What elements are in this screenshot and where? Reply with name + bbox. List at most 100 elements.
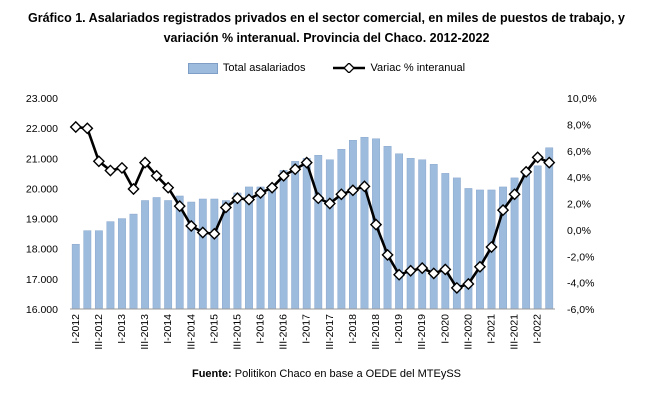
bar <box>118 218 126 310</box>
bar <box>429 164 438 310</box>
bar <box>71 243 80 310</box>
x-tick-label: III-2015 <box>231 314 243 350</box>
x-tick-label: I-2022 <box>532 314 544 344</box>
line-point <box>150 169 163 182</box>
x-tick-label: I-2014 <box>162 314 174 344</box>
bar <box>268 185 276 310</box>
y-left-tick-label: 19.000 <box>26 214 58 226</box>
line-point <box>266 181 279 194</box>
x-tick-label: III-2020 <box>462 314 474 350</box>
x-tick-label: III-2013 <box>139 314 151 350</box>
line-point <box>496 204 510 217</box>
y-left-tick-label: 21.000 <box>26 153 58 165</box>
line-point <box>127 182 140 196</box>
line-point <box>254 186 267 200</box>
x-tick-label: III-2019 <box>416 314 428 350</box>
bar <box>545 147 554 310</box>
bar <box>522 173 531 310</box>
x-tick-label: I-2012 <box>70 314 82 344</box>
chart-title: Gráfico 1. Asalariados registrados priva… <box>0 8 653 48</box>
line-point <box>358 180 371 193</box>
bar <box>418 159 427 310</box>
line-point <box>323 197 336 210</box>
bar <box>221 200 230 310</box>
line-point <box>104 164 117 177</box>
y-right-tick-label: -6,0% <box>567 304 594 316</box>
x-tick-label: I-2021 <box>485 314 497 344</box>
line-point <box>427 267 440 280</box>
line-point <box>138 156 152 169</box>
x-tick-label: I-2017 <box>301 314 313 344</box>
bar <box>187 201 196 310</box>
line-point <box>219 201 232 214</box>
x-tick-label: III-2016 <box>278 314 290 350</box>
line-point <box>393 268 406 281</box>
chart-title-line-1: Gráfico 1. Asalariados registrados priva… <box>28 11 625 25</box>
y-right-tick-label: -2,0% <box>567 251 594 263</box>
x-tick-label: III-2014 <box>185 314 197 350</box>
y-right-tick-label: -4,0% <box>567 278 594 290</box>
legend-line-label: Variac % interanual <box>370 62 466 74</box>
x-tick-label: I-2013 <box>116 314 128 344</box>
line-point <box>416 262 429 275</box>
bar <box>349 139 357 310</box>
bar <box>210 198 219 310</box>
legend-bar-swatch <box>187 62 218 74</box>
bar <box>325 159 334 310</box>
bar <box>233 192 242 310</box>
chart-source: Fuente: Politikon Chaco en base a OEDE d… <box>0 368 653 380</box>
bar <box>464 188 473 310</box>
line-point <box>404 264 417 277</box>
line-point <box>300 156 313 169</box>
legend-item-line: Variac % interanual <box>333 62 465 74</box>
y-right-tick-label: 4,0% <box>567 172 591 184</box>
bar <box>198 198 207 310</box>
bar <box>164 200 173 310</box>
line-point <box>462 277 475 291</box>
line-point <box>543 156 556 169</box>
x-tick-label: III-2012 <box>93 314 105 350</box>
bar <box>533 165 542 310</box>
line-point <box>185 219 198 232</box>
chart-title-line-2: variación % interanual. Provincia del Ch… <box>163 31 490 45</box>
source-label: Fuente: <box>191 368 232 380</box>
bar <box>256 186 265 310</box>
y-left-tick-label: 20.000 <box>26 183 58 195</box>
line-point <box>508 188 521 201</box>
line-point <box>369 218 383 231</box>
x-tick-label: III-2021 <box>509 314 521 350</box>
bar <box>476 189 484 310</box>
line-point <box>335 188 348 201</box>
x-tick-label: III-2017 <box>324 314 336 350</box>
line-point <box>231 192 244 205</box>
bar <box>302 158 311 310</box>
legend-bar-label: Total asalariados <box>222 62 306 74</box>
x-tick-label: I-2020 <box>439 314 451 344</box>
legend-line-swatch <box>333 63 366 73</box>
bar <box>441 173 450 310</box>
line-point <box>289 163 302 176</box>
line-point <box>92 155 105 168</box>
bar <box>106 221 115 310</box>
line-point <box>277 169 290 182</box>
x-tick-label: I-2015 <box>208 314 220 344</box>
y-right-tick-label: 8,0% <box>567 119 591 131</box>
line-point <box>173 200 186 213</box>
line-point <box>520 165 533 178</box>
bar <box>94 230 103 310</box>
legend-item-bars: Total asalariados <box>187 62 306 74</box>
line-point <box>115 161 129 174</box>
bar <box>337 149 346 310</box>
bar <box>291 161 300 310</box>
line-point <box>473 260 487 273</box>
bar <box>83 230 92 310</box>
x-tick-label: I-2018 <box>347 314 359 344</box>
y-left-tick-label: 16.000 <box>26 304 58 316</box>
y-left-tick-label: 23.000 <box>26 93 58 105</box>
line-point <box>450 281 463 294</box>
line-point <box>531 151 544 164</box>
line-point <box>381 248 394 262</box>
line-point <box>346 184 359 197</box>
bar <box>152 197 161 310</box>
